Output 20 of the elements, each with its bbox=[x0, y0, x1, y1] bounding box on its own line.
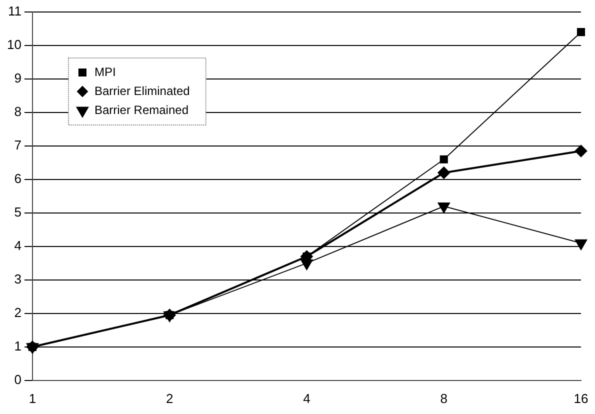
x-tick-label: 16 bbox=[574, 390, 588, 406]
y-tick-label: 5 bbox=[14, 204, 22, 220]
y-tick-label: 2 bbox=[14, 304, 22, 320]
y-tick-label: 4 bbox=[14, 238, 22, 254]
y-tick-label: 7 bbox=[14, 138, 22, 153]
y-tick-label: 10 bbox=[6, 37, 22, 52]
y-tick-label: 11 bbox=[8, 4, 22, 19]
x-tick-label: 4 bbox=[303, 390, 310, 406]
y-tick-label: 8 bbox=[14, 104, 22, 120]
y-tick-label: 9 bbox=[14, 70, 22, 86]
x-tick-label: 2 bbox=[166, 390, 174, 406]
y-tick-label: 6 bbox=[14, 171, 22, 186]
legend-label: Barrier Eliminated bbox=[94, 84, 190, 98]
legend-label: Barrier Remained bbox=[94, 102, 189, 117]
x-tick-label: 1 bbox=[28, 390, 36, 406]
y-tick-label: 1 bbox=[14, 338, 22, 354]
legend-label: MPI bbox=[94, 64, 116, 79]
y-tick-label: 3 bbox=[14, 272, 22, 287]
y-tick-label: 0 bbox=[14, 372, 22, 387]
x-tick-label: 8 bbox=[440, 390, 448, 406]
